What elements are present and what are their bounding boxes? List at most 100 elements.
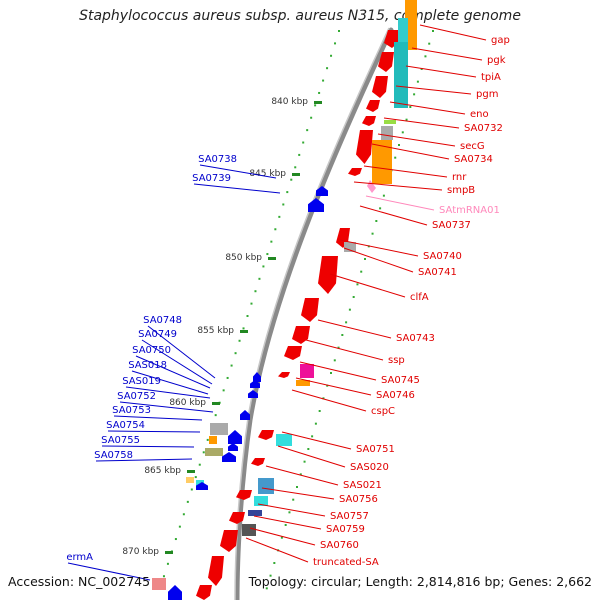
- guide-dot: [273, 562, 276, 564]
- guide-dot: [270, 240, 273, 243]
- gene-label: SA0749: [138, 329, 177, 340]
- guide-dot: [341, 334, 344, 336]
- orange-gene: [209, 436, 217, 444]
- label-connector: [405, 65, 477, 78]
- guide-dot: [394, 156, 397, 159]
- label-connector: [95, 458, 193, 462]
- gene-label: SA0743: [396, 333, 435, 344]
- guide-dot: [250, 302, 253, 305]
- forward-gene-labels: gap pgk tpiA pgm eno SA0732 secG SA0734 rnr smpB S…: [245, 24, 510, 568]
- forward-gene-arrow: [366, 100, 380, 112]
- guide-dot: [310, 116, 313, 119]
- kbp-tick-label: 865 kbp: [144, 466, 181, 476]
- gene-label: SA0757: [330, 511, 369, 522]
- kbp-tick-label: 855 kbp: [197, 326, 234, 336]
- gene-label: SAtmRNA01: [439, 205, 500, 216]
- gene-label: pgm: [476, 89, 498, 100]
- cyan-gene: [254, 496, 268, 506]
- label-connector: [281, 431, 352, 450]
- forward-gene-arrow: [196, 585, 212, 600]
- label-connector: [147, 325, 216, 379]
- forward-gene-arrow: [372, 76, 388, 98]
- guide-dot: [265, 587, 268, 590]
- label-connector: [135, 355, 211, 389]
- guide-dot: [296, 486, 298, 488]
- forward-gene-arrow: [229, 512, 245, 524]
- kbp-tick-label: 845 kbp: [249, 169, 286, 179]
- kbp-tick: [187, 470, 195, 473]
- forward-gene-arrow: [258, 430, 274, 440]
- label-connector: [249, 527, 316, 546]
- guide-dot: [314, 104, 317, 107]
- cyan-gene: [196, 480, 204, 486]
- gene-label: SA0738: [198, 154, 237, 165]
- forward-gene-arrow: [356, 130, 373, 164]
- forward-gene-arrow: [220, 530, 238, 552]
- guide-dot: [274, 228, 277, 231]
- label-connector: [107, 430, 201, 433]
- gene-label: SA0740: [423, 251, 462, 262]
- label-connector: [261, 487, 335, 500]
- guide-dot: [292, 498, 295, 501]
- forward-gene-arrow: [362, 116, 376, 126]
- forward-gene-arrow: [292, 326, 310, 344]
- label-connector: [419, 24, 487, 41]
- guide-dot: [330, 372, 332, 374]
- reverse-gene-arrow: [222, 452, 236, 462]
- guide-dot: [314, 422, 317, 425]
- gene-features: [152, 0, 417, 600]
- steel-gene: [258, 478, 274, 494]
- label-connector: [359, 205, 428, 226]
- gene-label: secG: [460, 141, 485, 152]
- reverse-gene-arrow: [316, 186, 328, 196]
- label-connector: [383, 117, 460, 129]
- grey-gene: [344, 242, 356, 252]
- guide-dot: [311, 435, 314, 438]
- guide-dot: [364, 258, 366, 260]
- label-connector: [329, 273, 406, 298]
- guide-dot: [286, 191, 289, 194]
- label-connector: [101, 445, 195, 448]
- guide-dot: [318, 91, 321, 94]
- kbp-tick-marks: 840 kbp 845 kbp 850 kbp 855 kbp 860 kbp 865 k…: [122, 97, 322, 557]
- guide-dot: [166, 562, 169, 565]
- guide-dot: [178, 525, 181, 528]
- guide-dot: [345, 321, 348, 324]
- label-connector: [339, 239, 419, 257]
- guide-dot: [326, 67, 329, 70]
- green-gene: [384, 120, 396, 124]
- guide-dot: [302, 141, 305, 144]
- guide-dot: [238, 339, 241, 342]
- label-connector: [365, 195, 435, 211]
- label-connector: [257, 503, 326, 517]
- guide-dot: [230, 364, 233, 367]
- guide-dot: [416, 80, 419, 83]
- guide-dot: [202, 451, 205, 454]
- kbp-tick-label: 870 kbp: [122, 547, 159, 557]
- gene-label: truncated-SA: [313, 557, 379, 568]
- guide-dot: [280, 536, 283, 539]
- reverse-gene-arrow: [253, 372, 261, 382]
- gene-label: SAS020: [350, 462, 389, 473]
- kbp-tick: [240, 330, 248, 333]
- label-connector: [343, 247, 414, 273]
- reverse-gene-arrow: [250, 380, 260, 388]
- guide-dot: [420, 68, 423, 70]
- label-connector: [291, 389, 367, 412]
- gene-label: SA0739: [192, 173, 231, 184]
- magenta-gene: [300, 364, 314, 378]
- guide-dot: [413, 93, 416, 96]
- dotted-guide-lines: [158, 30, 434, 590]
- guide-dot: [262, 265, 265, 268]
- gene-label: SA0746: [376, 390, 415, 401]
- guide-dot: [356, 283, 359, 286]
- guide-dot: [371, 232, 374, 235]
- guide-dot: [226, 376, 229, 379]
- gene-label: SAS021: [343, 480, 382, 491]
- label-connector: [353, 181, 443, 191]
- reverse-gene-arrow: [308, 198, 324, 212]
- guide-dot: [254, 290, 257, 293]
- guide-dot: [326, 384, 329, 387]
- guide-dot: [379, 207, 382, 210]
- guide-dot: [398, 144, 400, 146]
